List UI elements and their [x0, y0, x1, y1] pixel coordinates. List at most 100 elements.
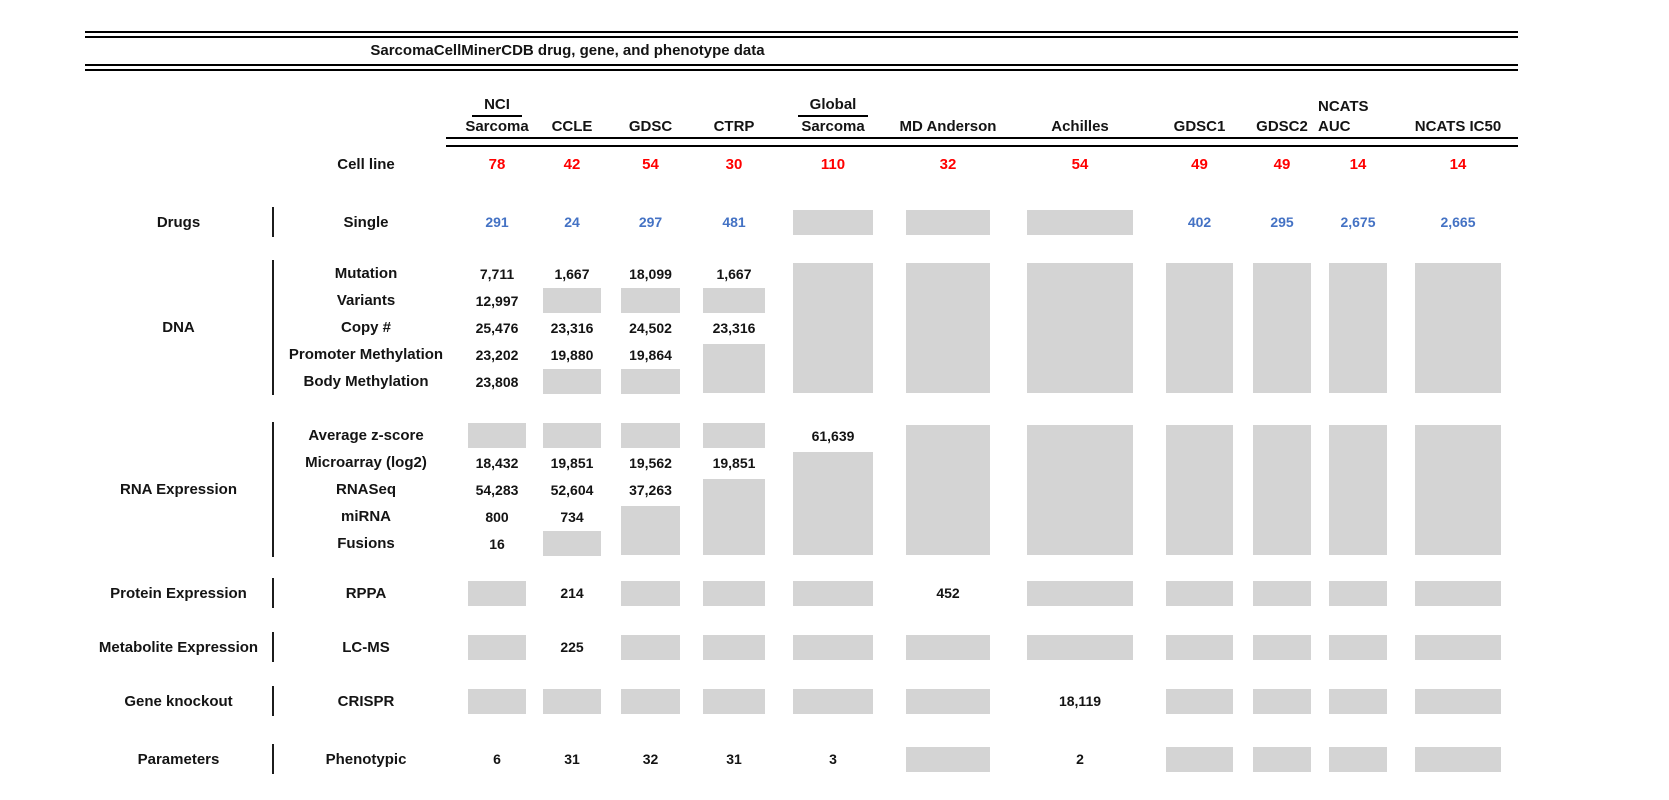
datatype-label: RPPA: [345, 584, 387, 602]
missing-data-box: [468, 634, 526, 660]
column-header-label: Sarcoma: [465, 117, 529, 135]
category-divider: [272, 260, 274, 395]
missing-data-box: [543, 531, 601, 556]
value-cell: 18,119: [1058, 693, 1102, 709]
missing-data-box: [792, 209, 874, 235]
missing-data-box: [1166, 746, 1233, 772]
column-header-achilles: Achilles: [1007, 89, 1153, 137]
cell-line-label: Cell line: [337, 156, 395, 173]
missing-data-box: [1253, 746, 1311, 772]
category-divider: [272, 422, 274, 557]
value-cell: 18,099: [629, 265, 672, 282]
section-gene-knockout: Gene knockout CRISPR 18,119: [85, 686, 1518, 716]
datatype-label: miRNA: [340, 508, 391, 525]
column-header-gdsc1: GDSC1: [1153, 89, 1246, 137]
category-label: Protein Expression: [110, 584, 247, 602]
value-cell: 225: [560, 639, 584, 655]
cell-line-count: 14: [1349, 156, 1367, 173]
missing-data-box: [1253, 688, 1311, 714]
missing-data-box: [1027, 262, 1133, 393]
section-metabolite-expression: Metabolite Expression LC-MS 225: [85, 632, 1518, 662]
category-divider: [272, 578, 274, 608]
missing-data-box: [1166, 688, 1233, 714]
column-header-label: NCATS IC50: [1414, 117, 1502, 135]
column-header-label: NCATS AUC: [1318, 97, 1369, 135]
cell-line-count: 49: [1191, 156, 1208, 173]
missing-data-box: [543, 688, 601, 714]
missing-data-box: [1166, 262, 1233, 393]
missing-data-box: [468, 688, 526, 714]
value-cell: 52,604: [550, 481, 594, 498]
value-cell: 32: [642, 751, 659, 767]
category-divider: [272, 744, 274, 774]
title-band: SarcomaCellMinerCDB drug, gene, and phen…: [85, 0, 1518, 71]
value-cell: 23,202: [475, 346, 519, 363]
value-cell: 800: [485, 508, 509, 525]
value-cell: 297: [638, 214, 663, 230]
missing-data-box: [1027, 209, 1133, 235]
cell-line-count: 78: [488, 156, 506, 173]
cell-line-count: 110: [820, 156, 846, 173]
missing-data-box: [1253, 262, 1311, 393]
value-cell: 61,639: [811, 427, 855, 444]
value-cell: 23,316: [550, 319, 594, 336]
column-header-top-label: NCI: [472, 95, 522, 117]
missing-data-box: [905, 746, 991, 772]
missing-data-box: [543, 288, 601, 313]
value-cell: 295: [1270, 214, 1294, 230]
data-table: SarcomaCellMinerCDB drug, gene, and phen…: [85, 0, 1518, 774]
column-header-md-anderson: MD Anderson: [889, 89, 1007, 137]
missing-data-box: [1329, 746, 1387, 772]
value-cell: 1,667: [554, 265, 590, 282]
missing-data-box: [905, 424, 991, 555]
missing-data-box: [621, 634, 680, 660]
category-divider: [272, 632, 274, 662]
value-cell: 3: [829, 751, 837, 767]
title-bottom-rule-2: [85, 69, 1518, 71]
column-header-gdsc2: GDSC2: [1246, 89, 1318, 137]
missing-data-box: [1329, 580, 1387, 606]
category-label: DNA: [162, 319, 195, 336]
value-cell: 23,316: [712, 319, 756, 336]
value-cell: 25,476: [475, 319, 519, 336]
missing-data-box: [1027, 580, 1133, 606]
missing-data-box: [905, 688, 991, 714]
missing-data-box: [1329, 688, 1387, 714]
column-header-label: GDSC1: [1173, 117, 1226, 135]
missing-data-box: [1414, 746, 1502, 772]
value-cell: 23,808: [475, 373, 519, 390]
missing-data-box: [1166, 634, 1233, 660]
column-header-label: CTRP: [713, 117, 755, 135]
missing-data-box: [792, 688, 874, 714]
missing-data-box: [1329, 262, 1387, 393]
missing-data-box: [621, 369, 680, 394]
column-header-ccle: CCLE: [534, 89, 610, 137]
datatype-label: Mutation: [334, 265, 398, 282]
value-cell: 19,562: [629, 454, 672, 471]
cell-line-count: 54: [1071, 156, 1089, 173]
column-header-nci-sarcoma: NCI Sarcoma: [460, 89, 534, 137]
value-cell: 19,851: [550, 454, 594, 471]
datatype-label: Copy #: [340, 319, 391, 336]
missing-data-box: [1414, 424, 1502, 555]
column-header-label: GDSC: [628, 117, 673, 135]
value-cell: 24: [564, 214, 580, 230]
missing-data-box: [621, 423, 680, 448]
column-header-label: Achilles: [1051, 117, 1109, 135]
missing-data-box: [1027, 424, 1133, 555]
value-cell: 2,665: [1440, 214, 1476, 230]
column-header-label: GDSC2: [1256, 117, 1308, 135]
missing-data-box: [703, 343, 765, 393]
datatype-label: Microarray (log2): [305, 454, 427, 471]
missing-data-box: [543, 369, 601, 394]
value-cell: 24,502: [629, 319, 672, 336]
missing-data-box: [703, 478, 765, 555]
title-top-rule-2: [85, 36, 1518, 38]
missing-data-box: [1414, 262, 1502, 393]
value-cell: 37,263: [629, 481, 672, 498]
missing-data-box: [792, 634, 874, 660]
cell-line-count: 14: [1449, 156, 1467, 173]
value-cell: 481: [722, 214, 746, 230]
value-cell: 31: [564, 751, 580, 767]
datatype-label: Promoter Methylation: [288, 346, 444, 363]
